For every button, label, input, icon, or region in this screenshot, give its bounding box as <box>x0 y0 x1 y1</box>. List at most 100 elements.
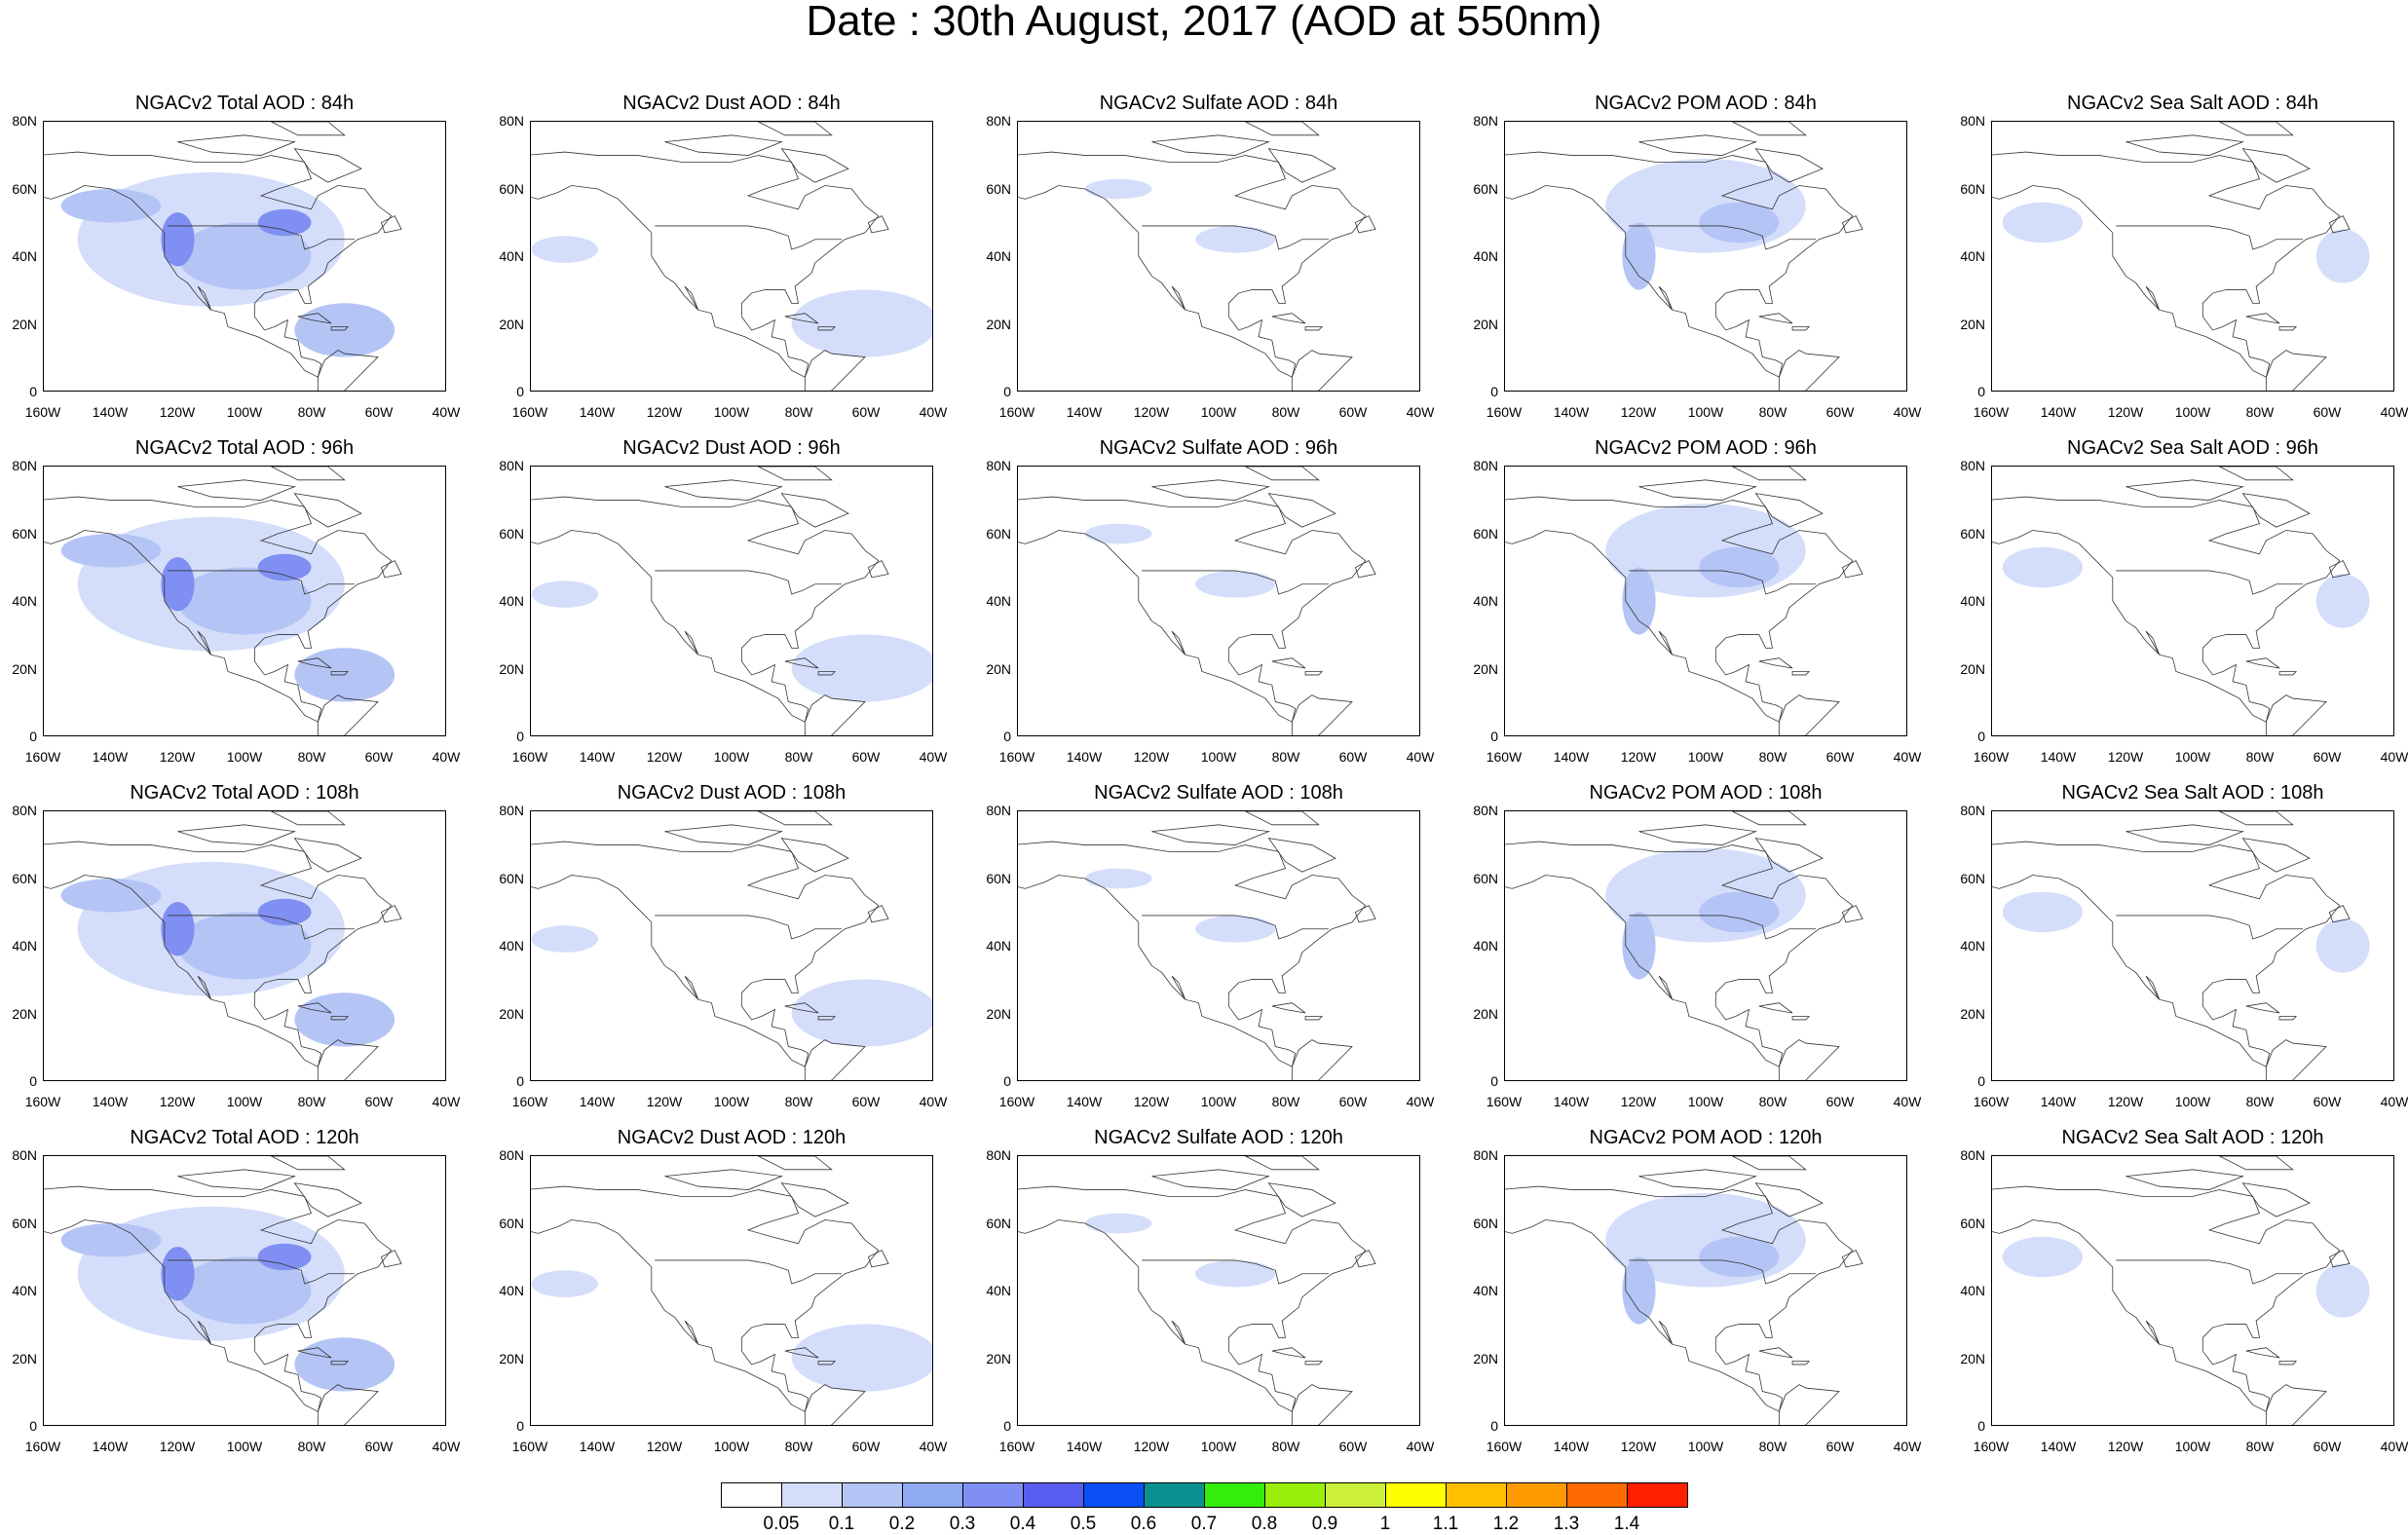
lon-tick-label: 80W <box>1758 1094 1787 1109</box>
lon-tick-label: 40W <box>919 749 948 765</box>
coastline <box>44 496 393 723</box>
island-outline <box>784 1347 819 1359</box>
island-outline <box>1304 1361 1324 1366</box>
lat-tick-label: 20N <box>1473 660 1498 677</box>
colorbar-label: 0.3 <box>949 1514 976 1534</box>
lat-tick-label: 80N <box>1960 113 1985 129</box>
lon-tick-label: 120W <box>1620 404 1657 420</box>
lon-tick-label: 140W <box>92 1439 129 1454</box>
lon-tick-label: 80W <box>2245 749 2275 765</box>
coastline <box>1018 496 1367 723</box>
island-outline <box>1732 1156 1807 1171</box>
aod-plume <box>2315 229 2370 283</box>
coastline-south-america <box>1778 1039 1840 1080</box>
us-canada-border <box>1142 1259 1330 1285</box>
island-outline <box>1732 811 1807 826</box>
lat-tick-label: 40N <box>12 248 37 264</box>
lon-tick-label: 60W <box>1338 1439 1368 1454</box>
us-canada-border <box>1142 915 1330 940</box>
island-outline <box>2328 905 2351 923</box>
lat-tick-label: 80N <box>1473 113 1498 129</box>
map-area <box>1504 466 1907 736</box>
map-panel: NGACv2 Sulfate AOD : 120h 80N 60N 40N 20N 0 16… <box>986 1127 1434 1453</box>
lon-tick-label: 160W <box>998 749 1035 765</box>
lon-tick-label: 40W <box>2380 749 2408 765</box>
lon-tick-label: 100W <box>1200 1439 1237 1454</box>
map-panel: NGACv2 Sea Salt AOD : 108h 80N 60N 40N 20N 0 1… <box>1960 782 2408 1108</box>
panel-title: NGACv2 Sulfate AOD : 108h <box>1094 782 1343 804</box>
island-outline <box>784 1002 819 1014</box>
colorbar-label: 0.1 <box>828 1514 855 1534</box>
lon-tick-label: 160W <box>998 404 1035 420</box>
lat-tick-label: 80N <box>499 803 524 818</box>
lon-tick-label: 40W <box>919 1094 948 1109</box>
lon-tick-label: 120W <box>2107 1094 2144 1109</box>
lat-tick-label: 60N <box>499 1215 524 1231</box>
island-outline <box>1791 326 1811 331</box>
island-outline <box>2278 326 2298 331</box>
colorbar-swatch <box>1083 1482 1145 1508</box>
aod-plume <box>177 567 312 635</box>
lon-tick-label: 40W <box>1893 1439 1922 1454</box>
lat-tick-label: 80N <box>986 458 1011 473</box>
lon-tick-label: 60W <box>364 1439 394 1454</box>
map-panel: NGACv2 Total AOD : 96h 80N 60N 40N 20N 0 160W 1… <box>12 437 460 764</box>
coastline <box>531 496 880 723</box>
aod-plume <box>257 898 312 926</box>
island-outline <box>271 122 346 136</box>
lat-tick-label: 80N <box>499 1147 524 1163</box>
colorbar-label: 1.4 <box>1613 1514 1640 1534</box>
coastline <box>44 1185 393 1412</box>
aod-plume <box>1195 915 1276 943</box>
panel-title: NGACv2 Total AOD : 84h <box>134 93 355 114</box>
map-svg <box>531 467 932 735</box>
lon-tick-label: 160W <box>511 1439 548 1454</box>
island-outline <box>780 148 849 183</box>
lon-tick-label: 80W <box>1758 1439 1787 1454</box>
lat-tick-label: 0 <box>1490 1073 1498 1089</box>
panel-title: NGACv2 Sea Salt AOD : 108h <box>2061 782 2324 804</box>
island-outline <box>1304 671 1324 676</box>
aod-plume <box>1699 202 1780 243</box>
coastline-south-america <box>804 1384 866 1425</box>
map-area <box>530 466 933 736</box>
lat-tick-label: 0 <box>516 1418 524 1434</box>
lat-tick-label: 80N <box>1473 1147 1498 1163</box>
island-outline <box>297 1002 332 1014</box>
island-outline <box>1245 122 1320 136</box>
lat-tick-label: 40N <box>499 938 524 954</box>
lat-tick-label: 60N <box>12 180 37 197</box>
island-outline <box>1841 560 1863 579</box>
us-canada-border <box>168 225 356 250</box>
lon-tick-label: 60W <box>851 1439 881 1454</box>
lon-tick-label: 160W <box>1486 749 1523 765</box>
lon-tick-label: 160W <box>1486 1094 1523 1109</box>
lat-tick-label: 0 <box>1490 729 1498 744</box>
island-outline <box>1841 215 1863 234</box>
lon-tick-label: 100W <box>713 1094 750 1109</box>
lat-tick-label: 60N <box>1960 1215 1985 1231</box>
lat-tick-label: 60N <box>1473 525 1498 542</box>
lat-tick-label: 60N <box>986 525 1011 542</box>
island-outline <box>1354 560 1376 579</box>
us-canada-border <box>1142 570 1330 595</box>
island-outline <box>2219 467 2294 481</box>
lon-tick-label: 40W <box>1893 749 1922 765</box>
map-area <box>1991 466 2394 736</box>
lon-tick-label: 140W <box>1553 1439 1590 1454</box>
lat-tick-label: 20N <box>986 660 1011 677</box>
coastline <box>1505 151 1854 378</box>
island-outline <box>330 1016 350 1021</box>
coastline <box>1992 151 2341 378</box>
aod-plume <box>1622 1256 1656 1325</box>
lon-tick-label: 60W <box>1825 1094 1855 1109</box>
map-panel: NGACv2 POM AOD : 120h 80N 60N 40N 20N 0 160W 14… <box>1473 1127 1921 1453</box>
lon-tick-label: 120W <box>2107 749 2144 765</box>
lat-tick-label: 40N <box>1960 248 1985 264</box>
lat-tick-label: 20N <box>1473 316 1498 332</box>
lon-tick-label: 60W <box>2313 1439 2342 1454</box>
island-outline <box>1271 1347 1306 1359</box>
island-outline <box>758 467 833 481</box>
island-outline <box>271 467 346 481</box>
colorbar-swatch <box>1385 1482 1447 1508</box>
